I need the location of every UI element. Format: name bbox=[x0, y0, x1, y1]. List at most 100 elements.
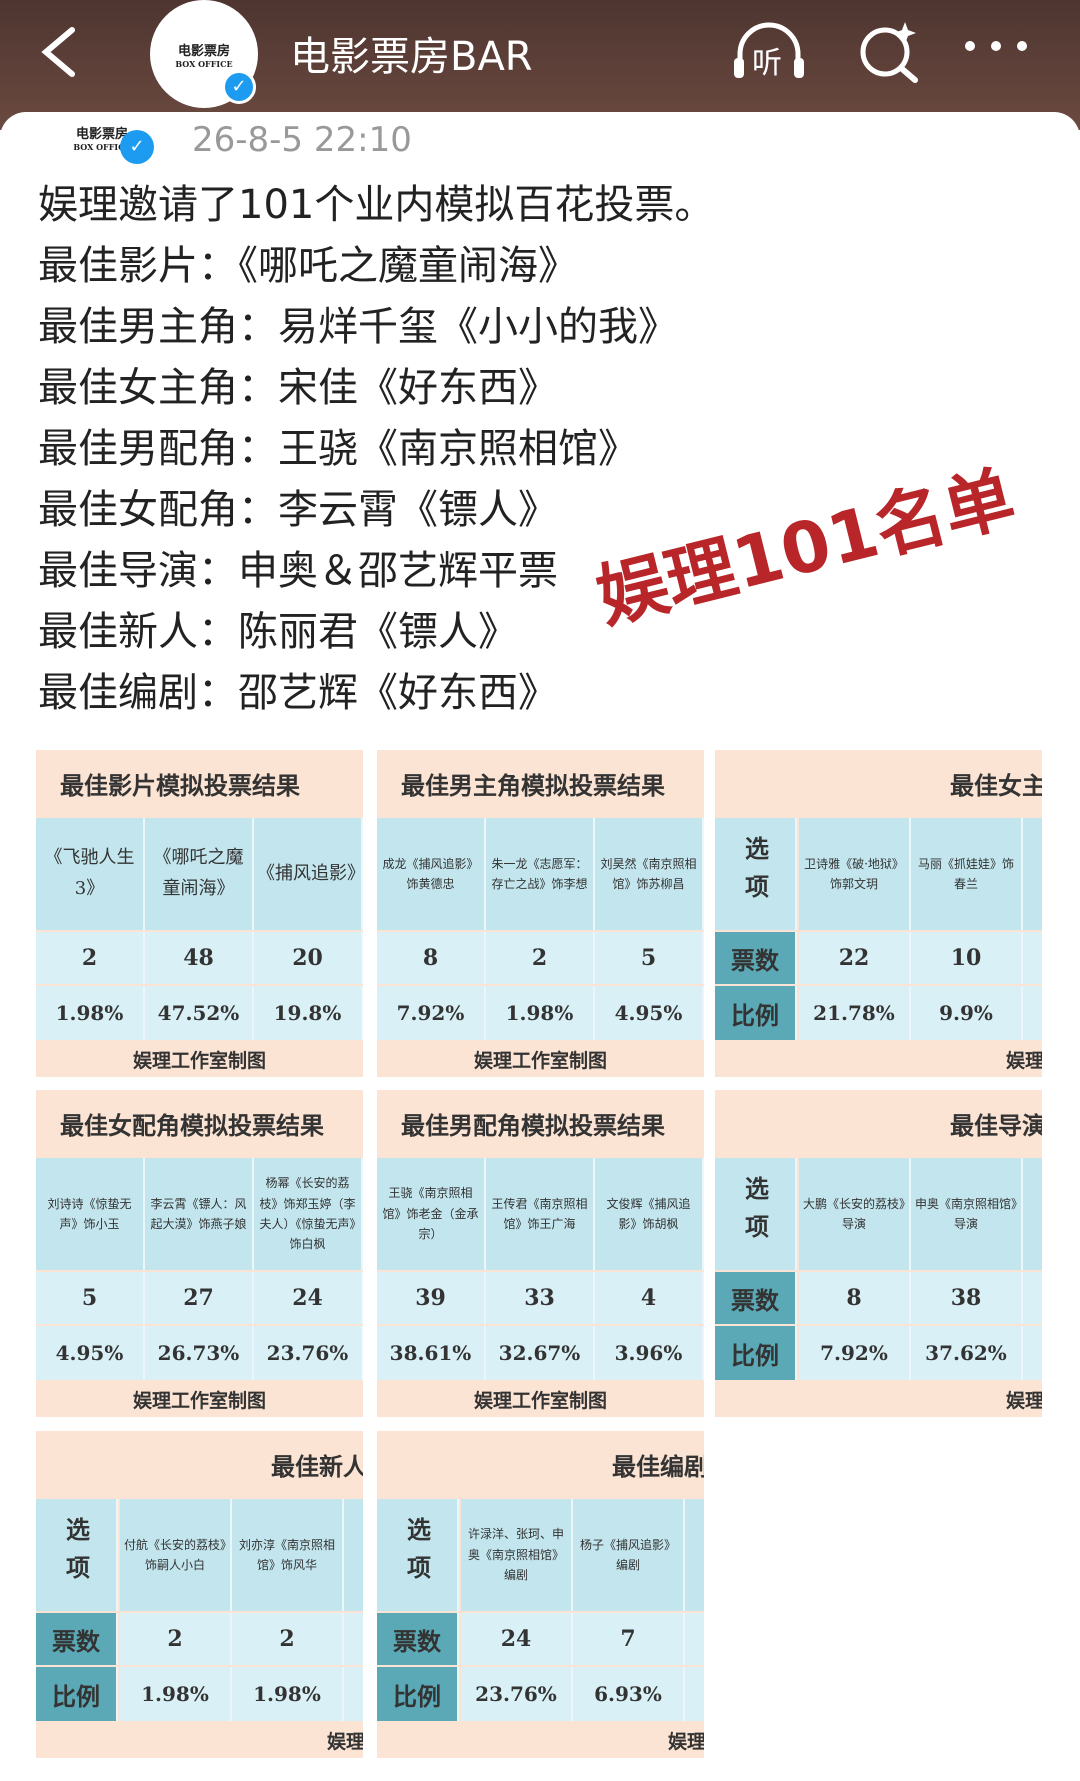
post-line: 最佳男配角：王骁《南京照相馆》 bbox=[38, 426, 638, 472]
verified-badge: ✓ bbox=[222, 70, 256, 104]
vote-cell: 2 bbox=[486, 932, 595, 984]
row-label: 比例 bbox=[36, 1667, 118, 1721]
table-title: 最佳导演 bbox=[950, 1111, 1042, 1140]
ratio-cell: 7.92% bbox=[377, 986, 486, 1040]
ratio-cell: 1.98% bbox=[232, 1667, 344, 1721]
post-date: 26-8-5 22:10 bbox=[192, 120, 412, 160]
post-card: 电影票房 BOX OFFICE ✓ 26-8-5 22:10 娱理邀请了101个… bbox=[0, 112, 1080, 1781]
column-header: 刘昊然《南京照相馆》饰苏柳昌 bbox=[595, 818, 704, 930]
vote-cell bbox=[344, 1613, 363, 1665]
ratio-cell: 23.76% bbox=[254, 1326, 363, 1380]
ratio-cell: 19.8% bbox=[254, 986, 363, 1040]
post-logo-sub: BOX OFFICE bbox=[73, 141, 131, 152]
vote-cell: 2 bbox=[120, 1613, 232, 1665]
more-button[interactable] bbox=[960, 36, 1032, 56]
ratio-cell: 7.92% bbox=[799, 1326, 911, 1380]
table-image: 最佳新人 选项 票数 比例 付航《长安的荔枝》饰嗣人小白 2 1.98% 刘亦淳《南京照相馆》… bbox=[36, 1431, 363, 1758]
column-header: 刘亦淳《南京照相馆》饰风华 bbox=[232, 1499, 344, 1611]
post-verified-badge: ✓ bbox=[120, 130, 154, 164]
column-header: 王传君《南京照相馆》饰王广海 bbox=[486, 1158, 595, 1270]
avatar[interactable]: 电影票房 BOX OFFICE bbox=[150, 0, 258, 108]
table-footer: 娱理工作室制图 bbox=[473, 1390, 607, 1412]
table-footer: 娱理 bbox=[326, 1731, 363, 1753]
vote-cell: 8 bbox=[377, 932, 486, 984]
post-line: 娱理邀请了101个业内模拟百花投票。 bbox=[38, 182, 715, 228]
row-label: 选项 bbox=[715, 1158, 797, 1270]
table-footer: 娱理工作室制图 bbox=[473, 1050, 607, 1072]
column-header: 许渌洋、张珂、申奥《南京照相馆》编剧 bbox=[461, 1499, 573, 1611]
table-title: 最佳男主角模拟投票结果 bbox=[401, 771, 665, 800]
column-header: 刘诗诗《惊蛰无声》饰小玉 bbox=[36, 1158, 145, 1270]
column-header bbox=[1023, 1158, 1042, 1270]
table-image: 最佳女配角模拟投票结果 刘诗诗《惊蛰无声》饰小玉 5 4.95% 李云霄《镖人：风起大漠… bbox=[36, 1090, 363, 1417]
ratio-cell bbox=[1023, 1326, 1042, 1380]
post-line: 最佳新人：陈丽君《镖人》 bbox=[38, 609, 518, 655]
ratio-cell: 32.67% bbox=[486, 1326, 595, 1380]
ratio-cell: 47.52% bbox=[145, 986, 254, 1040]
ratio-cell: 38.61% bbox=[377, 1326, 486, 1380]
column-header: 王骁《南京照相馆》饰老金（金承宗） bbox=[377, 1158, 486, 1270]
ratio-cell bbox=[1023, 986, 1042, 1040]
row-label: 票数 bbox=[715, 932, 797, 984]
ratio-cell bbox=[685, 1667, 704, 1721]
table-title: 最佳新人 bbox=[271, 1452, 363, 1481]
listen-button[interactable]: 听 bbox=[730, 18, 808, 84]
vote-cell: 2 bbox=[36, 932, 145, 984]
table-footer: 娱理 bbox=[1005, 1050, 1042, 1072]
row-label: 票数 bbox=[36, 1613, 118, 1665]
ratio-cell bbox=[344, 1667, 363, 1721]
table-footer: 娱理工作室制图 bbox=[132, 1050, 266, 1072]
ratio-cell: 3.96% bbox=[595, 1326, 704, 1380]
column-header bbox=[1023, 818, 1042, 930]
table-image: 最佳男主角模拟投票结果 成龙《捕风追影》饰黄德忠 8 7.92% 朱一龙《志愿军：存亡之… bbox=[377, 750, 704, 1077]
vote-cell bbox=[1023, 932, 1042, 984]
column-header: 杨子《捕风追影》编剧 bbox=[573, 1499, 685, 1611]
table-image: 最佳编剧 选项 票数 比例 许渌洋、张珂、申奥《南京照相馆》编剧 24 23.76% 杨子《捕… bbox=[377, 1431, 704, 1758]
vote-cell: 24 bbox=[254, 1272, 363, 1324]
ratio-cell: 9.9% bbox=[911, 986, 1023, 1040]
column-header: 马丽《抓娃娃》饰春兰 bbox=[911, 818, 1023, 930]
logo-sub: BOX OFFICE bbox=[175, 58, 233, 69]
row-label: 票数 bbox=[715, 1272, 797, 1324]
column-header: 文俊辉《捕风追影》饰胡枫 bbox=[595, 1158, 704, 1270]
column-header: 《捕风追影》 bbox=[254, 818, 363, 930]
account-name[interactable]: 电影票房BAR bbox=[290, 34, 533, 80]
table-image: 最佳男配角模拟投票结果王骁《南京照相馆》饰老金（金承宗） 39 38.61% 王传君《… bbox=[377, 1090, 704, 1417]
vote-cell: 24 bbox=[461, 1613, 573, 1665]
row-label: 比例 bbox=[715, 1326, 797, 1380]
post-line: 最佳影片：《哪吒之魔童闹海》 bbox=[38, 243, 578, 289]
post-line: 最佳导演：申奥＆邵艺辉平票 bbox=[38, 548, 558, 594]
vote-cell bbox=[685, 1613, 704, 1665]
vote-cell: 39 bbox=[377, 1272, 486, 1324]
vote-cell: 22 bbox=[799, 932, 911, 984]
table-title: 最佳男配角模拟投票结果 bbox=[401, 1111, 665, 1140]
vote-cell: 8 bbox=[799, 1272, 911, 1324]
column-header bbox=[344, 1499, 363, 1611]
vote-cell: 4 bbox=[595, 1272, 704, 1324]
column-header: 杨幂《长安的荔枝》饰郑玉婷（李夫人）《惊蛰无声》饰白枫 bbox=[254, 1158, 363, 1270]
back-button[interactable] bbox=[34, 22, 84, 82]
vote-cell: 27 bbox=[145, 1272, 254, 1324]
ratio-cell: 21.78% bbox=[799, 986, 911, 1040]
column-header: 付航《长安的荔枝》饰嗣人小白 bbox=[120, 1499, 232, 1611]
post-logo-name: 电影票房 bbox=[75, 126, 128, 142]
search-button[interactable] bbox=[855, 16, 925, 86]
column-header: 《哪吒之魔童闹海》 bbox=[145, 818, 254, 930]
vote-cell: 33 bbox=[486, 1272, 595, 1324]
vote-cell: 2 bbox=[232, 1613, 344, 1665]
table-image: 最佳影片模拟投票结果 《飞驰人生3》 2 1.98% 《哪吒之魔童闹海》 48 47.52%… bbox=[36, 750, 363, 1077]
app-header: 电影票房 BOX OFFICE ✓ 电影票房BAR 听 bbox=[0, 0, 1080, 130]
listen-label: 听 bbox=[752, 46, 782, 81]
column-header: 大鹏《长安的荔枝》导演 bbox=[799, 1158, 911, 1270]
table-image: 最佳女主 选项 票数 比例 卫诗雅《破·地狱》饰郭文玥 22 21.78% 马丽《抓娃娃》饰春… bbox=[715, 750, 1042, 1077]
table-footer: 娱理 bbox=[667, 1731, 704, 1753]
table-title: 最佳女配角模拟投票结果 bbox=[60, 1111, 324, 1140]
column-header bbox=[685, 1499, 704, 1611]
table-footer: 娱理工作室制图 bbox=[132, 1390, 266, 1412]
table-footer: 娱理 bbox=[1005, 1390, 1042, 1412]
vote-cell: 10 bbox=[911, 932, 1023, 984]
post-line: 最佳女配角：李云霄《镖人》 bbox=[38, 487, 558, 533]
column-header: 李云霄《镖人：风起大漠》饰燕子娘 bbox=[145, 1158, 254, 1270]
vote-cell: 7 bbox=[573, 1613, 685, 1665]
